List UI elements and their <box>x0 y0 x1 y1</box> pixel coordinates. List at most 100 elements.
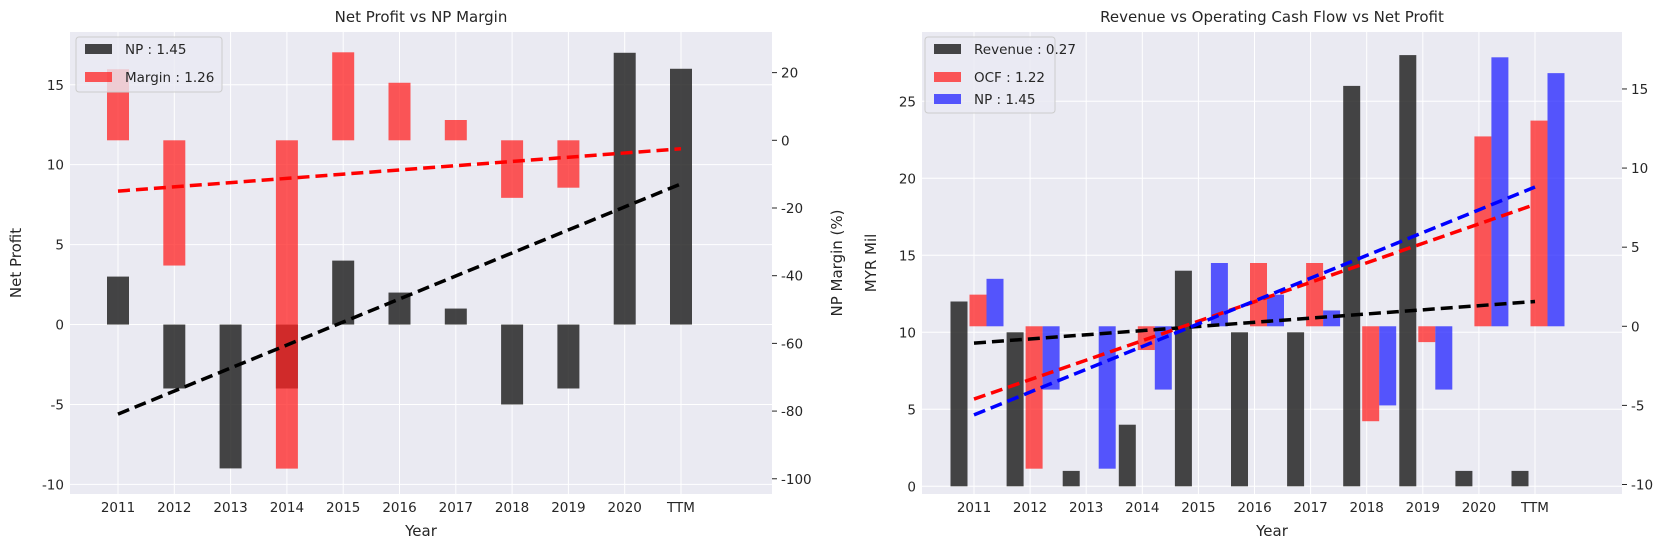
right-x-tick-label: 2018 <box>1350 500 1384 516</box>
right-bar-0-2012 <box>1006 332 1024 487</box>
left-bar-1-2017 <box>444 120 467 141</box>
left-y-tick-label-right: -100 <box>781 472 812 488</box>
left-x-tick-label: TTM <box>666 500 695 516</box>
left-y-tick-label: 5 <box>55 238 64 254</box>
left-chart: 2011 2012 2013 2014 2015 2016 2017 2018 2019 2020… <box>7 8 846 540</box>
right-legend-label-np: NP : 1.45 <box>974 92 1035 108</box>
left-y-tick-label-right: 0 <box>781 133 790 149</box>
right-x-tick-label: 2017 <box>1293 500 1327 516</box>
right-y-tick-label: 20 <box>899 171 916 187</box>
left-x-tick-label: 2017 <box>439 500 473 516</box>
right-legend-swatch-np <box>934 94 961 104</box>
left-x-tick-label: 2013 <box>213 500 247 516</box>
right-legend: Revenue : 0.27 OCF : 1.22 NP : 1.45 <box>924 36 1076 114</box>
left-y-tick-label: -5 <box>51 397 64 413</box>
left-bar-1-2012 <box>163 140 186 266</box>
left-trendline-1 <box>117 147 682 193</box>
left-y-tick-label-right: -60 <box>781 336 803 352</box>
left-bar-1-2014 <box>275 140 298 469</box>
left-bar-0-2020 <box>613 52 636 325</box>
right-x-tick-label: 2019 <box>1406 500 1440 516</box>
right-bar-2-2018 <box>1379 326 1397 406</box>
left-legend-label-np: NP : 1.45 <box>125 42 186 58</box>
left-bar-1-2015 <box>332 52 355 141</box>
left-y-tick-label: 10 <box>47 158 64 174</box>
left-bar-1-2018 <box>501 140 524 198</box>
right-x-tick-label: 2011 <box>957 500 991 516</box>
left-x-ticks: 2011 2012 2013 2014 2015 2016 2017 2018 2019 2020… <box>101 500 695 516</box>
right-y-ticks-right: -10 -5 0 5 10 15 <box>1622 82 1653 494</box>
right-legend-label-revenue: Revenue : 0.27 <box>974 42 1076 58</box>
right-bar-2-2020 <box>1491 57 1509 327</box>
right-y-tick-label-right: 10 <box>1631 161 1648 177</box>
right-chart-title: Revenue vs Operating Cash Flow vs Net Pr… <box>1100 8 1444 26</box>
left-y-axis-label: Net Profit <box>7 228 25 298</box>
right-y-tick-label-right: -10 <box>1631 478 1653 494</box>
right-x-ticks: 2011 2012 2013 2014 2015 2016 2017 2018 2019 2020… <box>957 500 1549 516</box>
left-bar-0-2011 <box>107 276 129 325</box>
left-y-ticks: -10 -5 0 5 10 15 <box>42 78 64 494</box>
right-bar-0-2011 <box>950 301 968 487</box>
left-y-tick-label: -10 <box>42 477 64 493</box>
right-bar-0-2020 <box>1455 470 1473 487</box>
right-bar-2-TTM <box>1547 73 1565 327</box>
right-bar-2-2013 <box>1098 326 1116 469</box>
right-bar-0-2017 <box>1287 332 1305 487</box>
right-legend-swatch-ocf <box>934 72 961 82</box>
left-bar-0-2018 <box>501 324 524 405</box>
left-x-axis-label: Year <box>404 522 438 540</box>
right-y-tick-label: 0 <box>907 479 916 495</box>
left-chart-title: Net Profit vs NP Margin <box>335 8 508 26</box>
left-legend-swatch-np <box>85 44 112 54</box>
right-y-axis-label: MYR Mil <box>862 234 880 293</box>
left-bar-0-TTM <box>670 68 692 325</box>
right-bar-2-2015 <box>1210 263 1228 327</box>
right-bar-0-2018 <box>1343 85 1361 487</box>
right-chart: 2011 2012 2013 2014 2015 2016 2017 2018 2019 2020… <box>862 8 1653 540</box>
right-bar-0-2019 <box>1399 55 1417 487</box>
right-y-tick-label-right: -5 <box>1631 398 1644 414</box>
left-bar-0-2019 <box>557 324 580 389</box>
right-y-tick-label: 25 <box>899 94 916 110</box>
right-y-tick-label-right: 15 <box>1631 82 1648 98</box>
left-y-tick-label: 0 <box>55 318 64 334</box>
right-y-tick-label: 10 <box>899 325 916 341</box>
right-bar-0-2014 <box>1118 424 1136 487</box>
right-trendline-1 <box>973 202 1536 401</box>
left-bar-0-2013 <box>219 324 242 469</box>
left-bar-1-2019 <box>557 140 580 188</box>
left-y-tick-label-right: -20 <box>781 201 803 217</box>
right-x-axis-label: Year <box>1255 522 1289 540</box>
right-trendline-0 <box>973 299 1536 345</box>
left-y-tick-label-right: -80 <box>781 404 803 420</box>
right-bar-0-TTM <box>1511 470 1529 487</box>
left-x-tick-label: 2020 <box>608 500 642 516</box>
right-y-tick-label: 15 <box>899 248 916 264</box>
left-bar-0-2015 <box>332 260 355 325</box>
right-y-ticks: 0 5 10 15 20 25 <box>899 94 916 495</box>
right-x-tick-label: 2014 <box>1125 500 1159 516</box>
left-bar-1-2016 <box>388 82 411 141</box>
left-bar-0-2017 <box>444 308 467 325</box>
right-bar-0-2015 <box>1174 270 1192 487</box>
left-y-ticks-right: -100 -80 -60 -40 -20 0 20 <box>772 66 812 488</box>
right-bar-2-2017 <box>1323 310 1341 327</box>
left-legend-box <box>75 36 223 93</box>
left-x-tick-label: 2015 <box>326 500 360 516</box>
right-bar-1-2011 <box>969 294 987 327</box>
right-bar-0-2016 <box>1231 332 1248 487</box>
right-bar-1-2018 <box>1362 326 1380 422</box>
right-trendline-2 <box>973 185 1536 417</box>
left-trends <box>117 147 682 416</box>
right-bar-2-2016 <box>1267 294 1284 327</box>
right-x-tick-label: 2020 <box>1462 500 1496 516</box>
right-y-tick-label-right: 0 <box>1631 319 1640 335</box>
right-y-tick-label-right: 5 <box>1631 240 1640 256</box>
left-legend-swatch-margin <box>85 72 112 82</box>
left-y-axis-label-right: NP Margin (%) <box>828 210 846 317</box>
right-bar-1-2020 <box>1474 136 1492 327</box>
left-x-tick-label: 2019 <box>551 500 585 516</box>
right-x-tick-label: 2013 <box>1069 500 1103 516</box>
left-x-tick-label: 2018 <box>495 500 529 516</box>
